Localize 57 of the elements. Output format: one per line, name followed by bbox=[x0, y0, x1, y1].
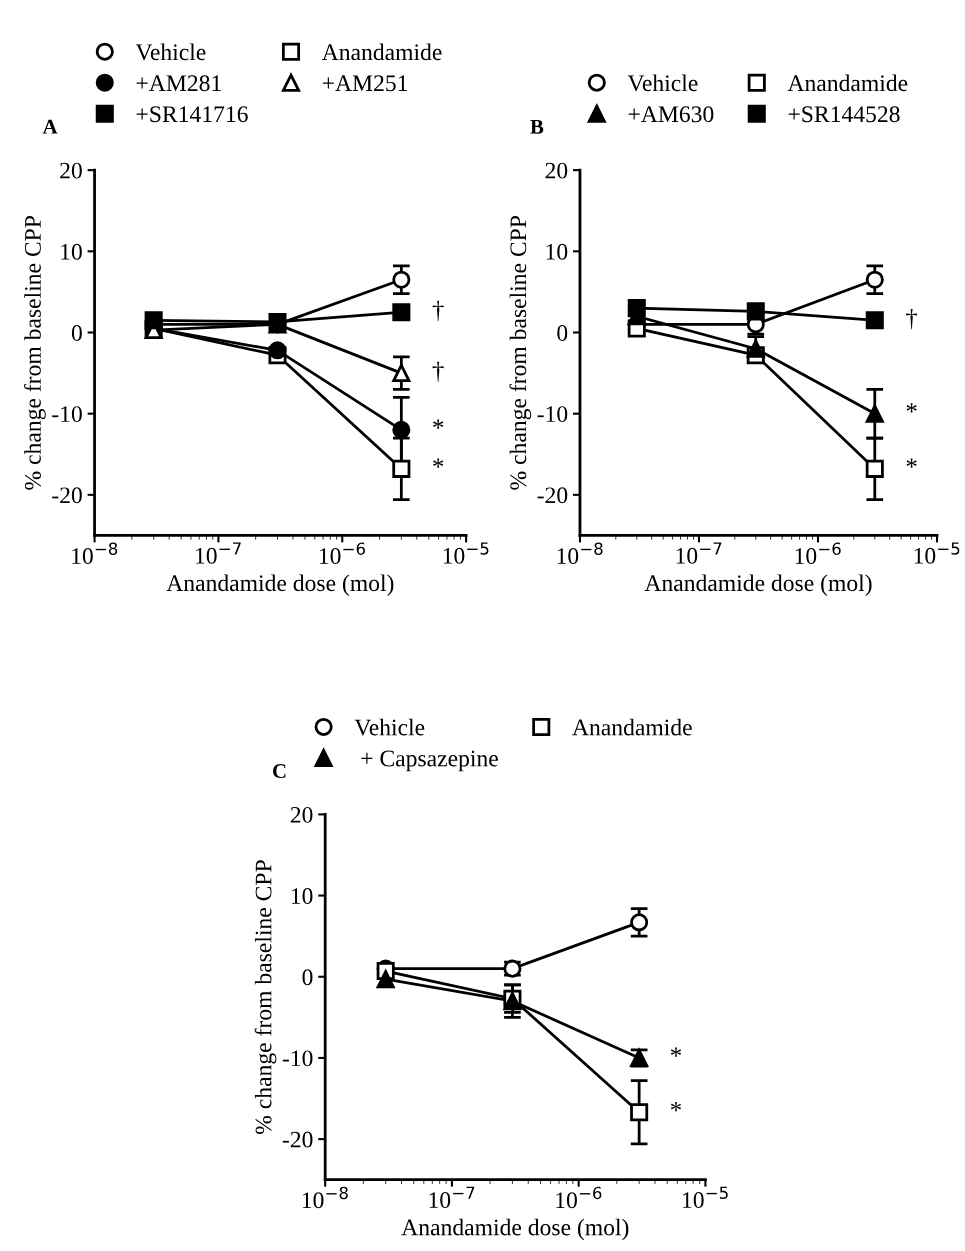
legend-label: + Capsazepine bbox=[361, 750, 498, 772]
x-axis-title: Anandamide dose (mol) bbox=[644, 574, 872, 596]
y-tick-label: -10 bbox=[52, 406, 82, 423]
y-tick-label: 0 bbox=[71, 324, 82, 341]
annotation: † bbox=[432, 361, 444, 383]
x-tick-label: 10$^{−6}$ bbox=[319, 542, 365, 564]
y-tick-label: 10 bbox=[546, 243, 568, 260]
y-tick-label: 20 bbox=[290, 806, 313, 823]
legend-label: +SR141716 bbox=[136, 106, 248, 123]
legend-label: +AM251 bbox=[322, 75, 408, 92]
annotation: * bbox=[433, 419, 444, 429]
legend-label: Vehicle bbox=[354, 718, 425, 736]
annotation: * bbox=[670, 1101, 682, 1112]
y-tick-label: 0 bbox=[302, 969, 313, 986]
y-axis-title: % change from baseline CPP bbox=[24, 216, 46, 490]
annotation: * bbox=[906, 403, 917, 413]
annotation: * bbox=[433, 458, 444, 468]
chart-title: C bbox=[272, 764, 286, 779]
x-tick-label: 10$^{−5}$ bbox=[914, 542, 960, 564]
x-axis-title: Anandamide dose (mol) bbox=[166, 574, 394, 596]
legend-label: +AM630 bbox=[628, 106, 714, 123]
y-tick-label: 20 bbox=[60, 162, 82, 179]
x-tick-label: 10$^{−7}$ bbox=[676, 542, 722, 564]
legend-label: Anandamide bbox=[321, 43, 442, 61]
y-tick-label: -20 bbox=[282, 1131, 313, 1148]
y-tick-label: 0 bbox=[557, 324, 568, 341]
x-tick-label: 10$^{−7}$ bbox=[196, 542, 241, 564]
chart-title: B bbox=[530, 119, 544, 134]
legend-label: +AM281 bbox=[136, 75, 221, 92]
y-tick-label: -20 bbox=[537, 487, 568, 504]
legend-label: Vehicle bbox=[135, 43, 206, 61]
legend-label: Vehicle bbox=[627, 74, 698, 92]
y-tick-label: 20 bbox=[545, 162, 568, 179]
x-axis-title: Anandamide dose (mol) bbox=[401, 1218, 629, 1241]
annotation: * bbox=[906, 458, 917, 468]
chart-title: A bbox=[42, 119, 58, 134]
y-tick-label: 10 bbox=[61, 243, 82, 260]
legend-label: +SR144528 bbox=[788, 106, 900, 123]
y-axis-title: % change from baseline CPP bbox=[509, 216, 532, 490]
x-tick-label: 10$^{−8}$ bbox=[72, 542, 118, 564]
x-tick-label: 10$^{−6}$ bbox=[795, 542, 841, 564]
x-tick-label: 10$^{−8}$ bbox=[557, 542, 603, 564]
annotation: † bbox=[432, 300, 444, 322]
x-tick-label: 10$^{−6}$ bbox=[556, 1186, 602, 1209]
legend-label: Anandamide bbox=[572, 718, 692, 736]
x-tick-label: 10$^{−5}$ bbox=[443, 542, 489, 564]
y-axis-title: % change from baseline CPP bbox=[254, 860, 277, 1134]
legend-label: Anandamide bbox=[787, 74, 908, 92]
y-tick-label: 10 bbox=[291, 888, 313, 904]
y-tick-label: -10 bbox=[282, 1050, 313, 1067]
y-tick-label: -20 bbox=[52, 487, 82, 504]
annotation: † bbox=[906, 308, 918, 330]
x-tick-label: 10$^{−7}$ bbox=[429, 1186, 475, 1209]
y-tick-label: -10 bbox=[537, 406, 568, 423]
x-tick-label: 10$^{−8}$ bbox=[302, 1186, 348, 1209]
annotation: * bbox=[670, 1047, 682, 1057]
x-tick-label: 10$^{−5}$ bbox=[683, 1186, 728, 1209]
